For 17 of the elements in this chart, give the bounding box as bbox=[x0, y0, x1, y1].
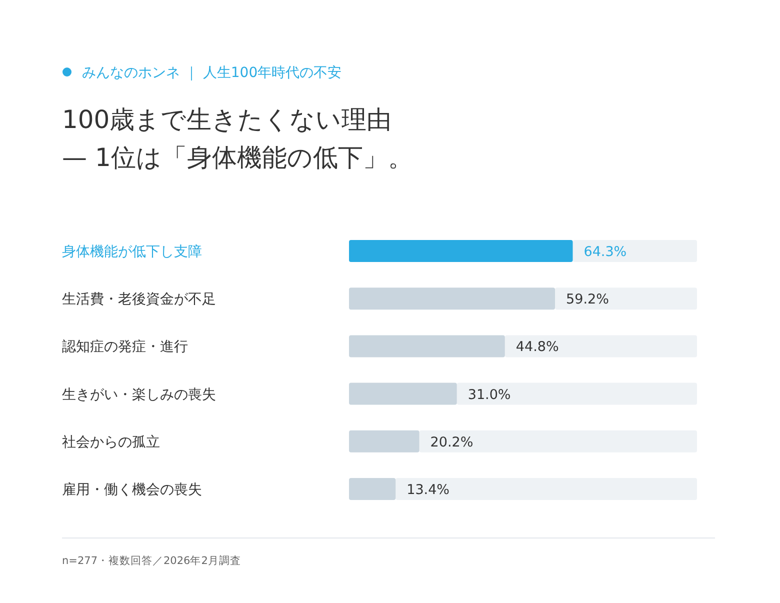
y-tick-label: 認知症の発症・進行 bbox=[62, 339, 188, 356]
data-label: 59.2% bbox=[566, 292, 610, 308]
y-tick-label: 身体機能が低下し支障 bbox=[62, 244, 202, 260]
bar bbox=[349, 430, 420, 452]
text: n=277・複数回答／2026年2月調査 bbox=[62, 554, 241, 567]
data-label: 13.4% bbox=[406, 482, 450, 498]
text: みんなのホンネ ｜ 人生100年時代の不安 bbox=[82, 65, 342, 81]
data-label: 44.8% bbox=[516, 339, 559, 356]
bar bbox=[349, 478, 396, 500]
chart-title: 100歳まで生きたくない理由 — 1位は「身体機能の低下」。 bbox=[62, 105, 413, 172]
y-tick-label: 雇用・働く機会の喪失 bbox=[62, 482, 202, 498]
data-label: 20.2% bbox=[430, 434, 474, 450]
data-label: 64.3% bbox=[584, 244, 627, 260]
data-label: 31.0% bbox=[468, 386, 511, 403]
y-tick-label: 社会からの孤立 bbox=[62, 434, 160, 450]
y-tick-label: 生きがい・楽しみの喪失 bbox=[62, 386, 216, 403]
y-tick-label: 生活費・老後資金が不足 bbox=[62, 292, 216, 308]
